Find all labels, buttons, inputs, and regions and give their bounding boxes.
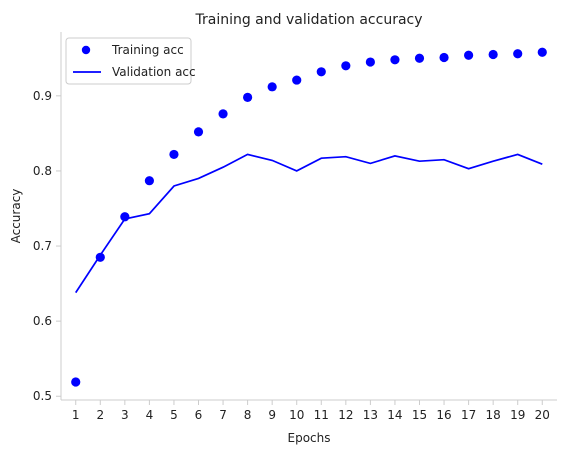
legend-marker-training-acc [81,45,91,55]
data-point-training-acc [365,57,375,67]
x-tick-label: 12 [338,408,353,422]
x-tick-label: 5 [170,408,178,422]
data-point-training-acc [71,377,81,387]
x-tick-label: 8 [244,408,252,422]
y-tick-label: 0.7 [33,239,52,253]
x-tick-label: 14 [387,408,402,422]
data-point-training-acc [513,49,523,59]
x-tick-label: 3 [121,408,129,422]
data-point-training-acc [218,109,228,119]
data-point-training-acc [464,50,474,60]
legend-label-training-acc: Training acc [111,43,184,57]
y-tick-label: 0.5 [33,389,52,403]
data-point-training-acc [390,55,400,65]
data-point-training-acc [267,82,277,92]
data-point-training-acc [341,61,351,71]
data-point-training-acc [193,127,204,137]
data-point-training-acc [120,212,130,222]
x-tick-label: 2 [96,408,104,422]
x-tick-label: 9 [268,408,276,422]
x-tick-label: 19 [510,408,525,422]
series-line-validation-acc [74,153,543,294]
data-point-training-acc [439,52,449,63]
data-point-training-acc [537,47,547,57]
legend: Training acc Validation acc [65,37,196,85]
data-point-training-acc [292,75,302,85]
chart-title: Training and validation accuracy [194,12,422,28]
x-ticks: 1 2 3 4 5 6 7 8 9 10 11 12 13 14 15 16 17 18 19 20 [72,400,550,422]
x-tick-label: 4 [146,408,154,422]
data-point-training-acc [414,53,425,63]
series-points-training-acc [71,47,547,387]
legend-label-validation-acc: Validation acc [112,65,196,79]
x-tick-label: 1 [72,408,80,422]
x-tick-label: 13 [363,408,378,422]
y-ticks: 0.5 0.6 0.7 0.8 0.9 [33,89,61,403]
y-tick-label: 0.9 [33,89,52,103]
data-point-training-acc [144,176,154,186]
data-point-training-acc [95,252,105,262]
y-tick-label: 0.6 [33,314,52,328]
x-tick-label: 10 [289,408,304,422]
x-tick-label: 11 [314,408,329,422]
x-tick-label: 16 [436,408,451,422]
y-tick-label: 0.8 [33,164,52,178]
y-axis-label: Accuracy [9,189,23,244]
data-point-training-acc [488,49,498,60]
data-point-training-acc [243,92,253,102]
data-point-training-acc [169,149,179,160]
x-axis-label: Epochs [288,431,331,445]
x-tick-label: 15 [412,408,427,422]
x-tick-label: 7 [219,408,227,422]
data-point-training-acc [316,67,326,77]
x-tick-label: 20 [535,408,550,422]
x-tick-label: 6 [195,408,203,422]
x-tick-label: 17 [461,408,476,422]
x-tick-label: 18 [486,408,501,422]
